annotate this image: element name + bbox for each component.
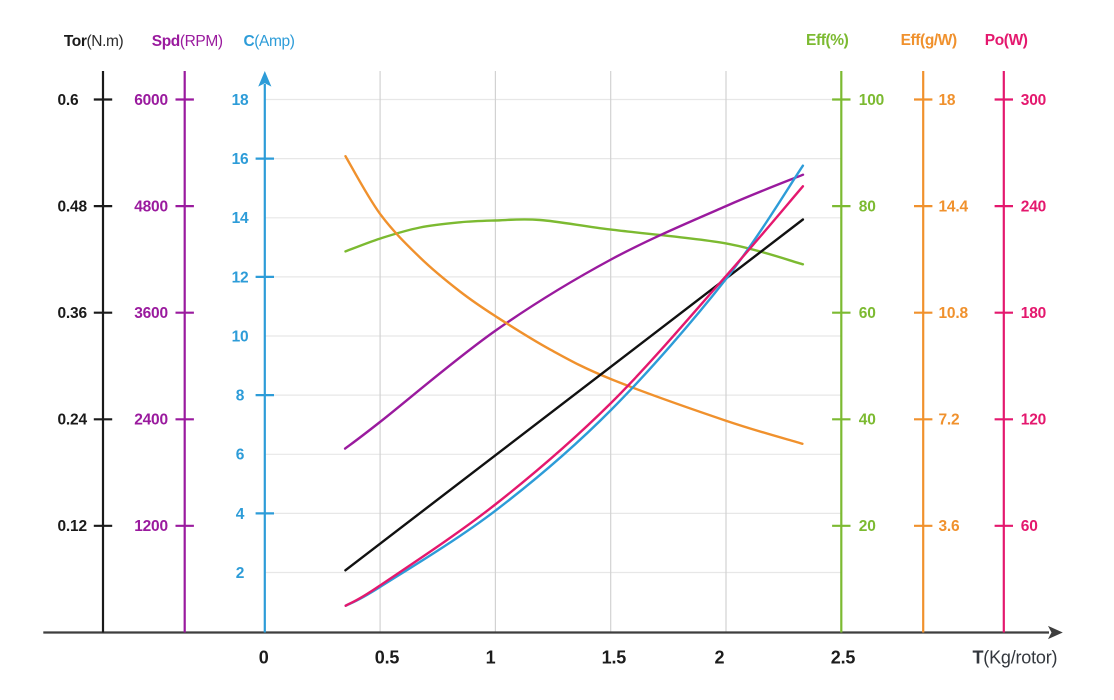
svg-text:20: 20 (859, 518, 876, 535)
svg-text:7.2: 7.2 (939, 412, 960, 429)
svg-text:18: 18 (232, 92, 249, 109)
svg-text:0.36: 0.36 (58, 305, 88, 322)
svg-text:Tor(N.m): Tor(N.m) (64, 33, 124, 50)
svg-text:2.5: 2.5 (831, 648, 856, 668)
svg-text:300: 300 (1021, 92, 1046, 109)
svg-text:8: 8 (236, 388, 245, 405)
svg-text:Po(W): Po(W) (985, 32, 1028, 49)
svg-text:16: 16 (232, 151, 249, 168)
svg-text:2: 2 (236, 565, 244, 582)
svg-text:0.48: 0.48 (58, 199, 88, 216)
svg-text:40: 40 (859, 412, 876, 429)
svg-text:0.5: 0.5 (375, 648, 400, 668)
svg-text:1: 1 (486, 648, 496, 668)
svg-text:0.6: 0.6 (58, 92, 80, 109)
svg-text:10.8: 10.8 (939, 305, 969, 322)
svg-text:4: 4 (236, 506, 245, 523)
svg-text:120: 120 (1021, 412, 1046, 429)
svg-text:6: 6 (236, 447, 245, 464)
svg-text:18: 18 (939, 92, 956, 109)
svg-text:2: 2 (714, 648, 724, 668)
svg-text:0.24: 0.24 (58, 412, 88, 429)
svg-text:4800: 4800 (134, 199, 168, 216)
svg-text:2400: 2400 (134, 412, 168, 429)
svg-text:3.6: 3.6 (939, 518, 961, 535)
svg-text:1.5: 1.5 (602, 648, 627, 668)
svg-text:180: 180 (1021, 305, 1046, 322)
svg-text:Spd(RPM): Spd(RPM) (152, 33, 223, 50)
svg-text:240: 240 (1021, 199, 1046, 216)
svg-text:1200: 1200 (134, 518, 168, 535)
svg-text:10: 10 (232, 328, 249, 345)
svg-text:80: 80 (859, 199, 876, 216)
svg-text:0: 0 (259, 648, 269, 668)
svg-text:0.12: 0.12 (58, 518, 87, 535)
svg-text:6000: 6000 (134, 92, 168, 109)
svg-text:Eff(g/W): Eff(g/W) (901, 32, 957, 49)
svg-text:3600: 3600 (134, 305, 168, 322)
svg-text:T(Kg/rotor): T(Kg/rotor) (973, 648, 1058, 668)
svg-text:14.4: 14.4 (939, 199, 969, 216)
svg-text:60: 60 (1021, 518, 1038, 535)
svg-text:12: 12 (232, 269, 249, 286)
svg-text:C(Amp): C(Amp) (244, 33, 295, 50)
svg-text:100: 100 (859, 92, 884, 109)
svg-text:14: 14 (232, 210, 249, 227)
svg-text:Eff(%): Eff(%) (806, 32, 849, 49)
svg-text:60: 60 (859, 305, 876, 322)
